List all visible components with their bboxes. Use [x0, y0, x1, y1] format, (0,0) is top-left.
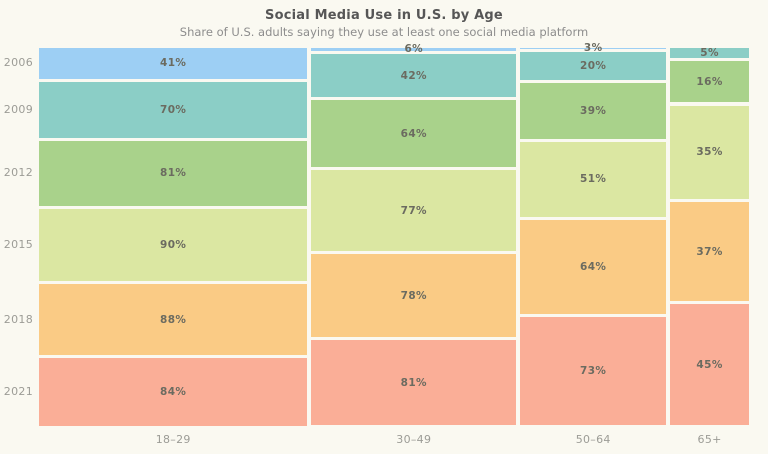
mosaic-cell-2009-30–49[interactable]: 42%	[311, 54, 517, 98]
cell-value-label: 20%	[580, 59, 607, 72]
mosaic-cell-2021-50–64[interactable]: 73%	[520, 317, 667, 426]
mosaic-cell-2006-18–29[interactable]: 41%	[39, 47, 308, 79]
mosaic-cell-2009-50–64[interactable]: 20%	[520, 52, 667, 80]
cell-value-label: 42%	[400, 69, 427, 82]
cell-value-label: 90%	[160, 238, 187, 251]
mosaic-cell-2021-30–49[interactable]: 81%	[311, 339, 517, 426]
cell-value-label: 16%	[696, 75, 723, 88]
x-axis-label-18–29: 18–29	[155, 433, 191, 446]
mosaic-cell-2021-18–29[interactable]: 84%	[39, 358, 308, 426]
cell-value-label: 64%	[400, 127, 427, 140]
x-axis-label-30–49: 30–49	[396, 433, 432, 446]
mosaic-cell-2021-65+[interactable]: 45%	[670, 304, 749, 426]
cell-value-label: 45%	[696, 358, 723, 371]
y-axis-label-2015: 2015	[3, 237, 33, 251]
cell-value-label: 5%	[700, 46, 719, 59]
chart-title: Social Media Use in U.S. by Age	[265, 8, 503, 23]
x-axis-label-65+: 65+	[697, 433, 722, 446]
mosaic-cell-2015-30–49[interactable]: 77%	[311, 170, 517, 252]
chart-subtitle: Share of U.S. adults saying they use at …	[179, 25, 589, 39]
mosaic-cell-2006-50–64[interactable]: 3%	[520, 42, 667, 54]
mosaic-cell-2006-30–49[interactable]: 6%	[311, 43, 517, 55]
cell-value-label: 64%	[580, 260, 607, 273]
y-axis-label-2006: 2006	[3, 56, 33, 70]
y-axis-label-2021: 2021	[3, 384, 33, 398]
cell-value-label: 81%	[160, 167, 187, 180]
cell-value-label: 41%	[160, 57, 187, 70]
mosaic-cell-2012-65+[interactable]: 16%	[670, 61, 749, 103]
cell-value-label: 51%	[580, 173, 607, 186]
cell-value-label: 35%	[696, 146, 723, 159]
cell-value-label: 39%	[580, 104, 607, 117]
mosaic-cell-2018-30–49[interactable]: 78%	[311, 254, 517, 337]
mosaic-cell-2015-65+[interactable]: 35%	[670, 105, 749, 200]
cell-value-label: 73%	[580, 365, 607, 378]
x-axis-label-50–64: 50–64	[575, 433, 611, 446]
mosaic-cell-2009-65+[interactable]: 5%	[670, 46, 749, 59]
y-axis-label-2012: 2012	[3, 166, 33, 180]
cell-value-label: 88%	[160, 313, 187, 326]
cell-value-label: 81%	[400, 376, 427, 389]
mosaic-cell-2009-18–29[interactable]: 70%	[39, 81, 308, 138]
mosaic-cell-2015-18–29[interactable]: 90%	[39, 208, 308, 282]
mosaic-cell-2018-65+[interactable]: 37%	[670, 202, 749, 302]
cell-value-label: 37%	[696, 245, 723, 258]
mosaic-cell-2012-30–49[interactable]: 64%	[311, 100, 517, 168]
cell-value-label: 84%	[160, 385, 187, 398]
mosaic-cell-2015-50–64[interactable]: 51%	[520, 142, 667, 217]
mosaic-cell-2012-50–64[interactable]: 39%	[520, 82, 667, 139]
y-axis-label-2009: 2009	[3, 102, 33, 116]
mosaic-cell-2018-50–64[interactable]: 64%	[520, 219, 667, 315]
mosaic-cell-2018-18–29[interactable]: 88%	[39, 284, 308, 356]
cell-value-label: 78%	[400, 289, 427, 302]
mosaic-cell-2012-18–29[interactable]: 81%	[39, 140, 308, 206]
y-axis-label-2018: 2018	[3, 312, 33, 326]
cell-value-label: 77%	[400, 204, 427, 217]
cell-value-label: 70%	[160, 103, 187, 116]
